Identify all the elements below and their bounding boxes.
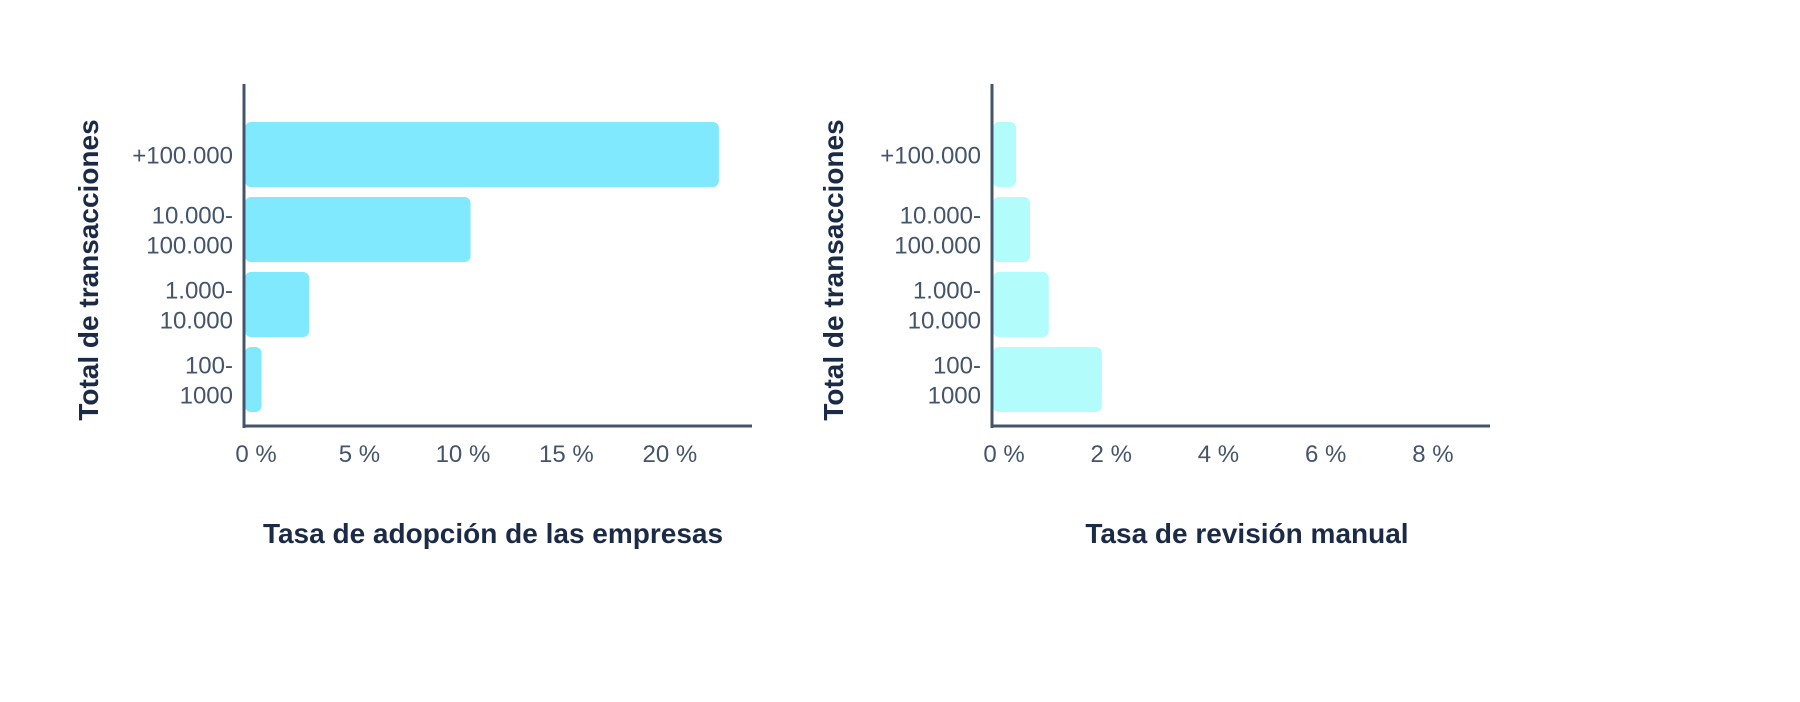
x-tick-label: 0 % <box>983 441 1024 468</box>
category-label-line: 1.000- <box>913 278 981 305</box>
bar <box>245 272 310 337</box>
category-label: 100- 1000 <box>180 353 233 410</box>
x-tick-label: 20 % <box>643 441 698 468</box>
category-label: 10.000- 100.000 <box>146 203 233 260</box>
x-tick-label: 15 % <box>539 441 594 468</box>
category-label-line: 100- <box>185 353 233 380</box>
category-label: 10.000- 100.000 <box>894 203 981 260</box>
x-tick-label: 10 % <box>436 441 491 468</box>
x-tick-label: 8 % <box>1412 441 1453 468</box>
category-label-line: 1000 <box>928 383 981 410</box>
category-label-line: 100.000 <box>146 233 233 260</box>
chart-2: +100.00010.000-100.0001.000-10.000100-10… <box>818 84 1490 549</box>
category-label-line: 100.000 <box>894 233 981 260</box>
category-label: +100.000 <box>132 143 233 170</box>
bar <box>993 347 1102 412</box>
bar <box>993 272 1049 337</box>
category-label-line: 10.000 <box>908 308 981 335</box>
bar <box>993 122 1017 187</box>
category-label: 100- 1000 <box>928 353 981 410</box>
category-label-line: 1.000- <box>165 278 233 305</box>
y-axis-title: Total de transacciones <box>818 119 849 420</box>
category-label-line: +100.000 <box>132 143 233 170</box>
bar <box>245 122 719 187</box>
y-axis-title: Total de transacciones <box>73 119 104 420</box>
category-label: 1.000- 10.000 <box>908 278 981 335</box>
x-tick-label: 6 % <box>1305 441 1346 468</box>
x-tick-label: 4 % <box>1198 441 1239 468</box>
bar <box>993 197 1030 262</box>
x-axis-title: Tasa de revisión manual <box>1085 518 1408 549</box>
category-label-line: +100.000 <box>880 143 981 170</box>
category-label: +100.000 <box>880 143 981 170</box>
x-tick-label: 0 % <box>235 441 276 468</box>
category-label-line: 10.000- <box>900 203 981 230</box>
bar <box>245 197 471 262</box>
category-label-line: 100- <box>933 353 981 380</box>
category-label: 1.000- 10.000 <box>160 278 233 335</box>
bar <box>245 347 262 412</box>
category-label-line: 10.000 <box>160 308 233 335</box>
chart-1: +100.00010.000-100.0001.000-10.000100-10… <box>73 84 752 549</box>
category-label-line: 10.000- <box>152 203 233 230</box>
x-tick-label: 5 % <box>339 441 380 468</box>
category-label-line: 1000 <box>180 383 233 410</box>
x-axis-title: Tasa de adopción de las empresas <box>263 518 723 549</box>
x-tick-label: 2 % <box>1091 441 1132 468</box>
